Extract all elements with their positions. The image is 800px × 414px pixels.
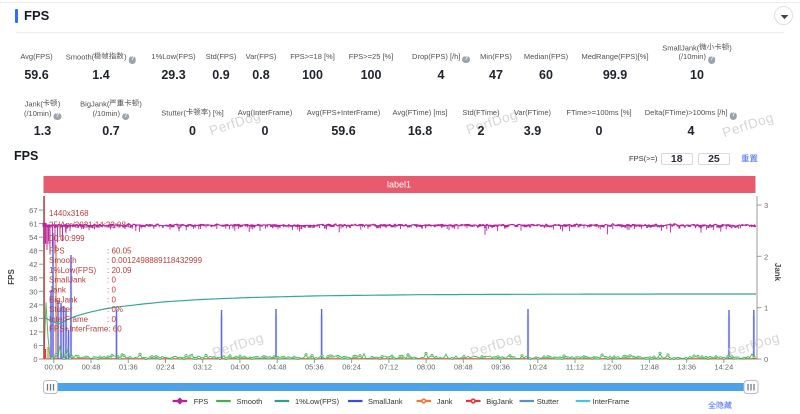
svg-text:04:48: 04:48	[268, 363, 287, 372]
svg-text:: 0%: : 0%	[107, 305, 123, 314]
svg-text:: 0: : 0	[107, 286, 116, 295]
svg-text:Smooth: Smooth	[49, 256, 77, 265]
svg-text:08:00: 08:00	[417, 363, 436, 372]
svg-text:: 0.0012498889118432999: : 0.0012498889118432999	[107, 256, 203, 265]
svg-text:FPS: FPS	[49, 246, 65, 255]
svg-text:FPS+InterFrame: 60: FPS+InterFrame: 60	[49, 325, 122, 334]
svg-text:InterFrame: InterFrame	[49, 315, 89, 324]
svg-text:0: 0	[764, 355, 768, 364]
svg-text:: 0: : 0	[107, 276, 116, 285]
svg-text:13:36: 13:36	[677, 363, 696, 372]
svg-text:02:24: 02:24	[156, 363, 175, 372]
svg-text:03:12: 03:12	[193, 363, 212, 372]
svg-text:00:48: 00:48	[82, 363, 101, 372]
svg-text:SmallJank: SmallJank	[368, 397, 403, 406]
svg-text:1440x3168: 1440x3168	[49, 209, 89, 218]
svg-text:0: 0	[33, 355, 37, 364]
svg-text:00:00:999: 00:00:999	[49, 234, 85, 243]
svg-text:FPS: FPS	[194, 397, 209, 406]
svg-text:SmallJank: SmallJank	[49, 276, 87, 285]
svg-text:48: 48	[29, 247, 37, 256]
svg-text:67: 67	[29, 206, 37, 215]
svg-text:18: 18	[29, 314, 37, 323]
svg-text:00:00: 00:00	[44, 363, 63, 372]
svg-text:09:36: 09:36	[491, 363, 510, 372]
svg-text:BigJank: BigJank	[486, 397, 513, 406]
svg-text:12: 12	[29, 328, 37, 337]
svg-text:12:00: 12:00	[603, 363, 622, 372]
svg-text:08:48: 08:48	[454, 363, 473, 372]
svg-text:label1: label1	[387, 180, 411, 190]
svg-text:14:24: 14:24	[715, 363, 734, 372]
svg-text:InterFrame: InterFrame	[593, 397, 630, 406]
svg-text:05:36: 05:36	[305, 363, 324, 372]
svg-text:: 0: : 0	[107, 295, 116, 304]
svg-text:24: 24	[29, 301, 37, 310]
svg-text:Jank: Jank	[49, 286, 67, 295]
svg-text:Jank: Jank	[437, 397, 453, 406]
svg-text:1: 1	[764, 304, 768, 313]
svg-text:: 20.09: : 20.09	[107, 266, 132, 275]
svg-text:: 60.05: : 60.05	[107, 246, 132, 255]
svg-text:54: 54	[29, 233, 37, 242]
svg-text:1%Low(FPS): 1%Low(FPS)	[295, 397, 340, 406]
svg-text:61: 61	[29, 220, 37, 229]
svg-text:BigJank: BigJank	[49, 295, 78, 304]
svg-text:36: 36	[29, 274, 37, 283]
svg-text:42: 42	[29, 260, 37, 269]
svg-text:Stutter: Stutter	[49, 305, 73, 314]
svg-text:3: 3	[764, 201, 768, 210]
svg-text:01:36: 01:36	[119, 363, 138, 372]
svg-text:FPS: FPS	[7, 269, 16, 285]
svg-text:6: 6	[33, 342, 37, 351]
svg-text:07:12: 07:12	[380, 363, 399, 372]
svg-text:11:12: 11:12	[566, 363, 584, 372]
svg-text:Smooth: Smooth	[237, 397, 263, 406]
svg-text:12:48: 12:48	[640, 363, 659, 372]
svg-text:1%Low(FPS): 1%Low(FPS)	[49, 266, 96, 275]
svg-text:Stutter: Stutter	[537, 397, 560, 406]
svg-text:10:24: 10:24	[528, 363, 547, 372]
svg-text:: 0: : 0	[107, 315, 116, 324]
svg-text:2: 2	[764, 252, 768, 261]
svg-text:30: 30	[29, 287, 37, 296]
svg-text:04:00: 04:00	[231, 363, 250, 372]
svg-text:Jank: Jank	[773, 263, 782, 282]
svg-text:06:24: 06:24	[342, 363, 361, 372]
